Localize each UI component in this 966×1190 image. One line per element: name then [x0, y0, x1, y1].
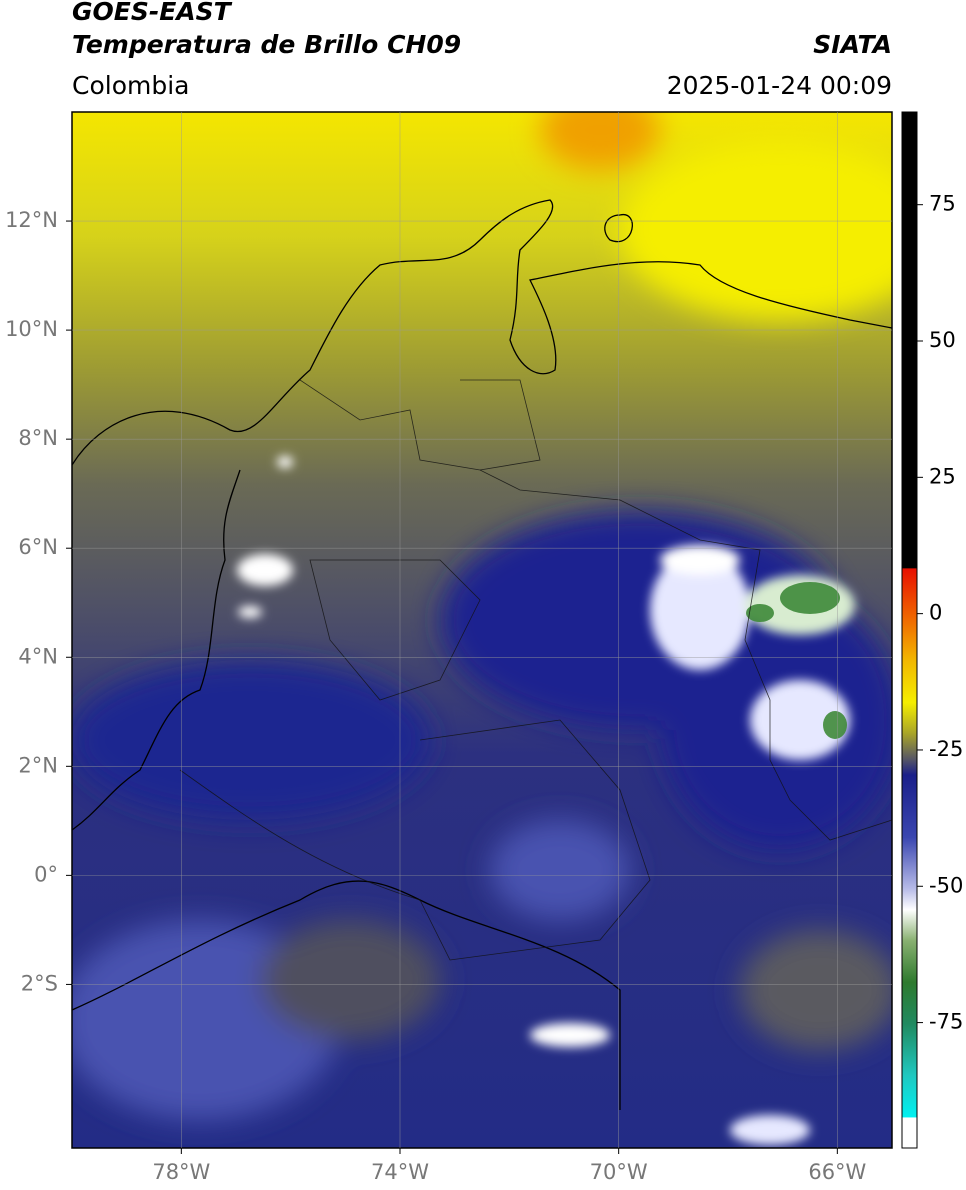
y-tick-label: 6°N	[18, 535, 58, 559]
colorbar-tick-label: 25	[929, 464, 956, 488]
colorbar-tick-label: -50	[929, 873, 963, 897]
y-tick-label: 12°N	[5, 208, 58, 232]
y-tick-label: 2°S	[21, 971, 58, 995]
colorbar-tick-label: 75	[929, 192, 956, 216]
subtitle: Temperatura de Brillo CH09	[72, 30, 461, 59]
map-frame	[71, 111, 893, 1149]
colorbar	[901, 111, 918, 1149]
colorbar-tick-label: 50	[929, 328, 956, 352]
x-tick-label: 78°W	[152, 1160, 210, 1184]
x-tick-label: 74°W	[371, 1160, 429, 1184]
colorbar-tick-label: 0	[929, 601, 942, 625]
source: SIATA	[813, 30, 892, 59]
y-tick-label: 8°N	[18, 426, 58, 450]
title: GOES-EAST	[72, 0, 233, 26]
x-tick-label: 70°W	[590, 1160, 648, 1184]
satellite-image	[72, 112, 892, 1148]
y-tick-label: 2°N	[18, 753, 58, 777]
y-tick-label: 4°N	[18, 644, 58, 668]
y-tick-label: 10°N	[5, 317, 58, 341]
colorbar-tick-label: -75	[929, 1010, 963, 1034]
y-tick-label: 0°	[34, 862, 58, 886]
region: Colombia	[72, 71, 189, 100]
colorbar-tick-label: -25	[929, 737, 963, 761]
x-tick-label: 66°W	[808, 1160, 866, 1184]
datetime: 2025-01-24 00:09	[667, 71, 892, 100]
